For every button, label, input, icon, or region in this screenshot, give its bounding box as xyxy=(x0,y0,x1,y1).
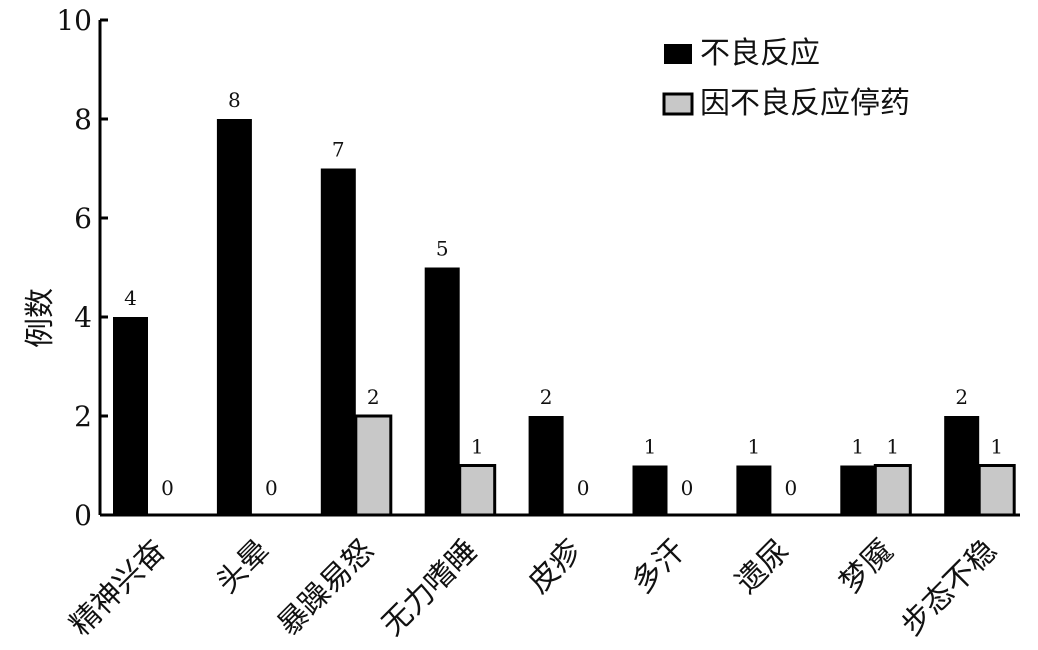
bar-adverse xyxy=(840,465,876,515)
y-tick-labels: 0 2 4 6 8 10 xyxy=(56,4,92,532)
bar-adverse xyxy=(632,465,668,515)
data-label-adverse: 1 xyxy=(644,435,657,459)
data-label-stopped: 0 xyxy=(161,476,174,500)
data-label-stopped: 0 xyxy=(681,476,694,500)
y-tick-label: 10 xyxy=(56,4,92,37)
data-label-stopped: 1 xyxy=(990,435,1003,459)
bar-adverse xyxy=(113,317,148,515)
bar-stopped xyxy=(977,464,1016,517)
x-tick-label: 遗尿 xyxy=(729,533,796,600)
data-label-stopped: 2 xyxy=(367,385,380,409)
bar-stopped xyxy=(354,414,393,517)
data-label-stopped: 0 xyxy=(785,476,798,500)
bars xyxy=(113,119,1016,517)
y-tick-label: 2 xyxy=(74,400,92,433)
bar-stopped xyxy=(458,464,497,517)
bar-adverse xyxy=(216,119,252,515)
data-label-stopped: 1 xyxy=(471,435,484,459)
data-label-adverse: 1 xyxy=(851,435,864,459)
bar-adverse xyxy=(528,416,564,515)
data-label-adverse: 7 xyxy=(332,138,345,162)
legend-swatch-adverse xyxy=(664,44,692,64)
data-label-adverse: 1 xyxy=(748,435,761,459)
data-label-adverse: 2 xyxy=(540,385,553,409)
x-tick-label: 梦魇 xyxy=(833,533,900,600)
data-label-stopped: 1 xyxy=(886,435,899,459)
data-label-stopped: 0 xyxy=(577,476,590,500)
bar-adverse xyxy=(320,168,356,515)
y-axis-label: 例数 xyxy=(23,288,58,348)
x-tick-label: 精神兴奋 xyxy=(63,533,173,643)
data-label-stopped: 0 xyxy=(265,476,278,500)
y-tick-label: 0 xyxy=(74,499,92,532)
bar-adverse xyxy=(424,267,460,515)
y-tick-label: 6 xyxy=(74,202,92,235)
legend-label: 因不良反应停药 xyxy=(700,86,910,121)
x-tick-label: 无力嗜睡 xyxy=(375,533,485,643)
legend-label: 不良反应 xyxy=(700,36,820,71)
data-label-adverse: 2 xyxy=(955,385,968,409)
legend-swatch-stopped xyxy=(662,92,694,116)
y-tick-label: 8 xyxy=(74,103,92,136)
data-label-adverse: 5 xyxy=(436,237,449,261)
bar-adverse xyxy=(944,416,980,515)
x-tick-label: 皮疹 xyxy=(521,533,588,600)
bar-stopped xyxy=(873,464,912,517)
x-tick-label: 头晕 xyxy=(210,533,277,600)
x-tick-label: 多汗 xyxy=(625,533,692,600)
x-tick-label: 暴躁易怒 xyxy=(271,533,381,643)
data-label-adverse: 4 xyxy=(124,286,137,310)
data-label-adverse: 8 xyxy=(228,88,241,112)
x-tick-label: 步态不稳 xyxy=(895,533,1005,643)
bar-adverse xyxy=(736,465,772,515)
y-tick-label: 4 xyxy=(74,301,92,334)
